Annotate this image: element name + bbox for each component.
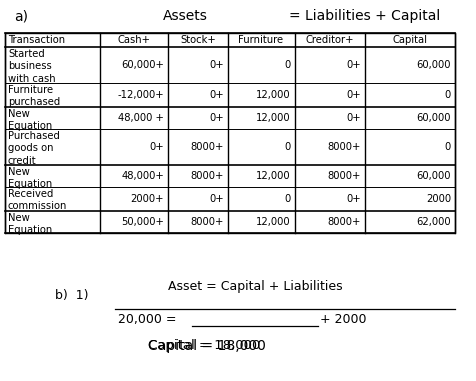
Text: Cash+: Cash+ bbox=[117, 35, 150, 45]
Text: 0: 0 bbox=[284, 194, 290, 204]
Text: Asset = Capital + Liabilities: Asset = Capital + Liabilities bbox=[168, 280, 342, 293]
Text: 48,000 +: 48,000 + bbox=[118, 113, 164, 123]
Text: 8000+: 8000+ bbox=[327, 217, 360, 227]
Text: 62,000: 62,000 bbox=[416, 217, 450, 227]
Text: 0: 0 bbox=[444, 90, 450, 100]
Text: New
Equation: New Equation bbox=[8, 109, 52, 131]
Text: 0+: 0+ bbox=[346, 194, 360, 204]
Text: Stock+: Stock+ bbox=[180, 35, 216, 45]
Text: 60,000+: 60,000+ bbox=[121, 60, 164, 70]
Text: 48,000+: 48,000+ bbox=[121, 171, 164, 181]
Text: Creditor+: Creditor+ bbox=[305, 35, 354, 45]
Text: 0: 0 bbox=[284, 60, 290, 70]
Text: Capital: Capital bbox=[392, 35, 426, 45]
Text: Assets: Assets bbox=[162, 9, 207, 23]
Text: Received
commission: Received commission bbox=[8, 189, 67, 211]
Text: 50,000+: 50,000+ bbox=[121, 217, 164, 227]
Text: New
Equation: New Equation bbox=[8, 167, 52, 189]
Text: b)  1): b) 1) bbox=[55, 290, 89, 303]
Text: 0+: 0+ bbox=[149, 142, 164, 152]
Text: 0+: 0+ bbox=[346, 113, 360, 123]
Text: 60,000: 60,000 bbox=[416, 113, 450, 123]
Text: 60,000: 60,000 bbox=[416, 171, 450, 181]
Text: 60,000: 60,000 bbox=[416, 60, 450, 70]
Text: 0+: 0+ bbox=[346, 60, 360, 70]
Text: 0: 0 bbox=[444, 142, 450, 152]
Text: Furniture: Furniture bbox=[238, 35, 283, 45]
Text: 0+: 0+ bbox=[209, 90, 224, 100]
Text: New
Equation: New Equation bbox=[8, 213, 52, 235]
Text: 0: 0 bbox=[284, 142, 290, 152]
Text: + 2000: + 2000 bbox=[319, 313, 366, 326]
Text: 0+: 0+ bbox=[209, 194, 224, 204]
Text: 12,000: 12,000 bbox=[256, 217, 290, 227]
Text: 0+: 0+ bbox=[346, 90, 360, 100]
Text: Capital = 18,000: Capital = 18,000 bbox=[148, 339, 265, 353]
Text: 8000+: 8000+ bbox=[327, 142, 360, 152]
Text: 12,000: 12,000 bbox=[256, 113, 290, 123]
Text: 12,000: 12,000 bbox=[256, 90, 290, 100]
Text: 0+: 0+ bbox=[209, 113, 224, 123]
Text: 8000+: 8000+ bbox=[190, 217, 224, 227]
Text: Capital = 18,000: Capital = 18,000 bbox=[148, 339, 260, 352]
Text: 12,000: 12,000 bbox=[256, 171, 290, 181]
Text: Furniture
purchased: Furniture purchased bbox=[8, 85, 60, 107]
Text: = Liabilities + Capital: = Liabilities + Capital bbox=[289, 9, 440, 23]
Text: Transaction: Transaction bbox=[8, 35, 65, 45]
Text: 0+: 0+ bbox=[209, 60, 224, 70]
Text: -12,000+: -12,000+ bbox=[117, 90, 164, 100]
Text: Started
business
with cash: Started business with cash bbox=[8, 49, 56, 84]
Text: 20,000 =: 20,000 = bbox=[118, 313, 176, 326]
Text: 8000+: 8000+ bbox=[190, 142, 224, 152]
Text: 2000+: 2000+ bbox=[130, 194, 164, 204]
Text: a): a) bbox=[14, 9, 28, 23]
Bar bbox=[5, 33, 454, 233]
Text: 8000+: 8000+ bbox=[327, 171, 360, 181]
Text: 2000: 2000 bbox=[425, 194, 450, 204]
Text: 8000+: 8000+ bbox=[190, 171, 224, 181]
Text: Purchased
goods on
credit: Purchased goods on credit bbox=[8, 131, 60, 166]
